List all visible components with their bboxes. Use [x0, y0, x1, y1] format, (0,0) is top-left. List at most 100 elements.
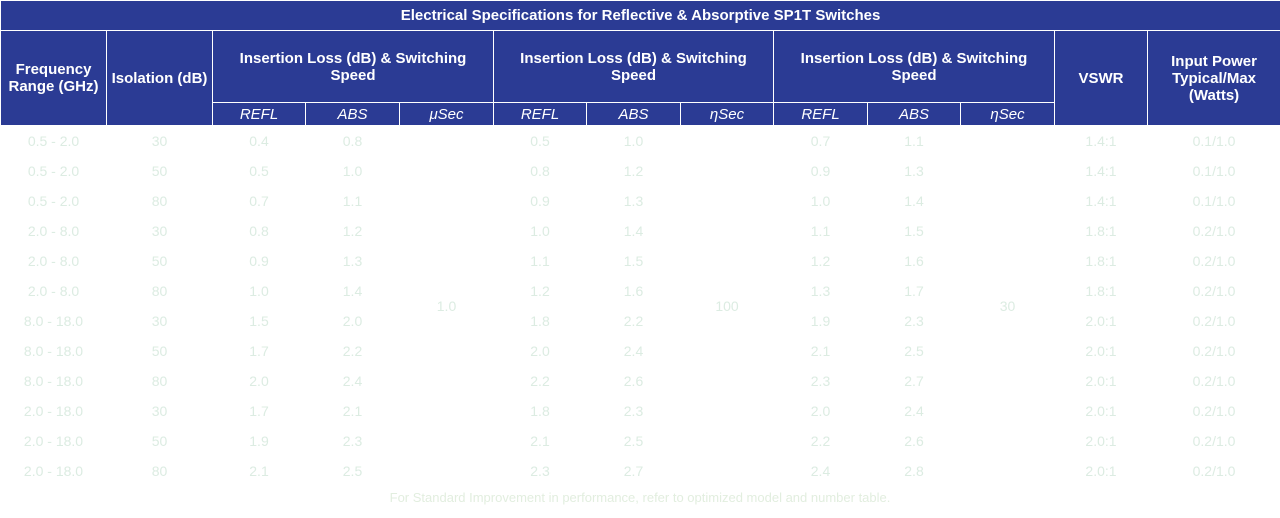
table-row: 8.0 - 18.0 50 1.7 2.2 2.0 2.4 2.1 2.5 2.0:1 0.2/1…	[1, 336, 1280, 366]
table-cell: 1.6	[623, 283, 644, 299]
table-cell: 0.9	[249, 253, 269, 269]
table-cell: 2.1	[810, 343, 831, 359]
group-header: Insertion Loss (dB) & Switching Speed	[493, 30, 774, 103]
table-cell: 1.9	[249, 433, 269, 449]
table-cell: 1.7	[249, 343, 269, 359]
table-cell: 2.3	[623, 403, 644, 419]
table-cell: 0.2/1.0	[1192, 463, 1236, 479]
table-cell: 2.5	[623, 433, 644, 449]
table-cell: 2.4	[810, 463, 831, 479]
table-cell: 0.8	[530, 163, 550, 179]
table-cell: 0.8	[342, 133, 363, 149]
table-cell: 0.5	[249, 163, 269, 179]
table-cell: 0.2/1.0	[1192, 223, 1236, 239]
table-cell: 0.1/1.0	[1192, 163, 1236, 179]
table-cell: 2.0 - 8.0	[27, 223, 80, 239]
table-cell: 1.4	[623, 223, 644, 239]
table-cell: 1.5	[904, 223, 924, 239]
table-cell: 1.0	[623, 133, 644, 149]
table-cell: 2.5	[904, 343, 924, 359]
column-header: VSWR	[1054, 30, 1148, 126]
table-cell: 50	[151, 433, 168, 449]
table-cell: 0.7	[249, 193, 269, 209]
table-cell: 1.2	[530, 283, 550, 299]
table-cell: 1.5	[249, 313, 269, 329]
table-cell: 1.8:1	[1085, 283, 1117, 299]
table-cell: 1.3	[623, 193, 644, 209]
table-cell: 80	[151, 193, 168, 209]
table-cell: 2.0:1	[1085, 343, 1117, 359]
table-cell: 1.4:1	[1085, 163, 1117, 179]
table-cell: 50	[151, 163, 168, 179]
table-cell: 1.6	[904, 253, 924, 269]
table-cell: 1.8:1	[1085, 223, 1117, 239]
table-cell: 1.0	[342, 163, 363, 179]
table-cell: 1.4	[904, 193, 924, 209]
table-cell: 0.1/1.0	[1192, 193, 1236, 209]
table-cell: 1.7	[249, 403, 269, 419]
table-cell: 30	[151, 223, 168, 239]
table-row: 8.0 - 18.0 80 2.0 2.4 2.2 2.6 2.3 2.7 2.0:1 0.2/1…	[1, 366, 1280, 396]
table-row: 0.5 - 2.0 30 0.4 0.8 1.0 0.5 1.0 100 0.7 1.1 30 1.4…	[1, 126, 1280, 314]
table-cell: 30	[151, 313, 168, 329]
table-row: 2.0 - 18.0 50 1.9 2.3 2.1 2.5 2.2 2.6 2.0:1 0.2/1…	[1, 426, 1280, 456]
table-cell: 0.2/1.0	[1192, 433, 1236, 449]
subheader: ABS	[305, 102, 400, 126]
table-cell: 0.8	[249, 223, 269, 239]
table-cell: 2.0 - 8.0	[27, 283, 80, 299]
table-row: 2.0 - 8.0 50 0.9 1.3 1.1 1.5 1.2 1.6 1.8:1 0.2/1.…	[1, 246, 1280, 276]
table-cell: 0.2/1.0	[1192, 313, 1236, 329]
table-cell: 2.1	[249, 463, 269, 479]
table-cell: 1.0	[810, 193, 831, 209]
table-cell: 2.0:1	[1085, 373, 1117, 389]
table-cell: 8.0 - 18.0	[23, 313, 84, 329]
table-body: 0.5 - 2.0 30 0.4 0.8 1.0 0.5 1.0 100 0.7 1.1 30 1.4…	[1, 126, 1280, 487]
group-header: Insertion Loss (dB) & Switching Speed	[212, 30, 494, 103]
table-cell: 2.2	[530, 373, 550, 389]
table-cell: 0.5 - 2.0	[27, 133, 80, 149]
table-cell: 30	[151, 133, 168, 149]
table-cell: 1.7	[904, 283, 924, 299]
table-cell: 2.4	[342, 373, 363, 389]
table-cell: 2.7	[623, 463, 644, 479]
table-cell: 0.2/1.0	[1192, 373, 1236, 389]
spec-table: Electrical Specifications for Reflective…	[0, 0, 1280, 487]
table-cell: 1.2	[342, 223, 363, 239]
table-cell: 0.9	[530, 193, 550, 209]
table-cell: 2.0	[530, 343, 550, 359]
table-cell: 80	[151, 463, 168, 479]
table-cell: 1.4:1	[1085, 193, 1117, 209]
table-cell: 1.1	[810, 223, 831, 239]
table-cell: 2.5	[342, 463, 363, 479]
table-cell: 1.2	[623, 163, 644, 179]
switching-speed: 1.0	[436, 298, 457, 314]
table-cell: 2.0 - 18.0	[23, 433, 84, 449]
table-cell: 2.6	[904, 433, 924, 449]
table-cell: 1.1	[904, 133, 924, 149]
table-cell: 0.2/1.0	[1192, 343, 1236, 359]
subheader: REFL	[212, 102, 306, 126]
table-head: Electrical Specifications for Reflective…	[0, 0, 1280, 126]
subheader: ABS	[867, 102, 961, 126]
table-cell: 1.0	[530, 223, 550, 239]
switching-speed: 30	[999, 298, 1016, 314]
table-cell: 2.0:1	[1085, 403, 1117, 419]
table-cell: 50	[151, 253, 168, 269]
column-header: Frequency Range (GHz)	[0, 30, 107, 126]
table-cell: 2.3	[342, 433, 363, 449]
table-cell: 2.6	[623, 373, 644, 389]
switching-speed: 100	[715, 298, 739, 314]
table-cell: 2.2	[810, 433, 831, 449]
column-header: Isolation (dB)	[106, 30, 213, 126]
title-row: Electrical Specifications for Reflective…	[0, 0, 1280, 31]
table-cell: 0.9	[810, 163, 831, 179]
table-cell: 30	[151, 403, 168, 419]
table-row: 0.5 - 2.0 50 0.5 1.0 0.8 1.2 0.9 1.3 1.4:1 0.1/1.…	[1, 156, 1280, 186]
table-cell: 2.0:1	[1085, 313, 1117, 329]
table-cell: 2.0	[342, 313, 363, 329]
table-cell: 1.1	[342, 193, 363, 209]
table-cell: 8.0 - 18.0	[23, 373, 84, 389]
column-header: Input Power Typical/Max (Watts)	[1146, 30, 1280, 126]
table-cell: 1.4:1	[1085, 133, 1117, 149]
